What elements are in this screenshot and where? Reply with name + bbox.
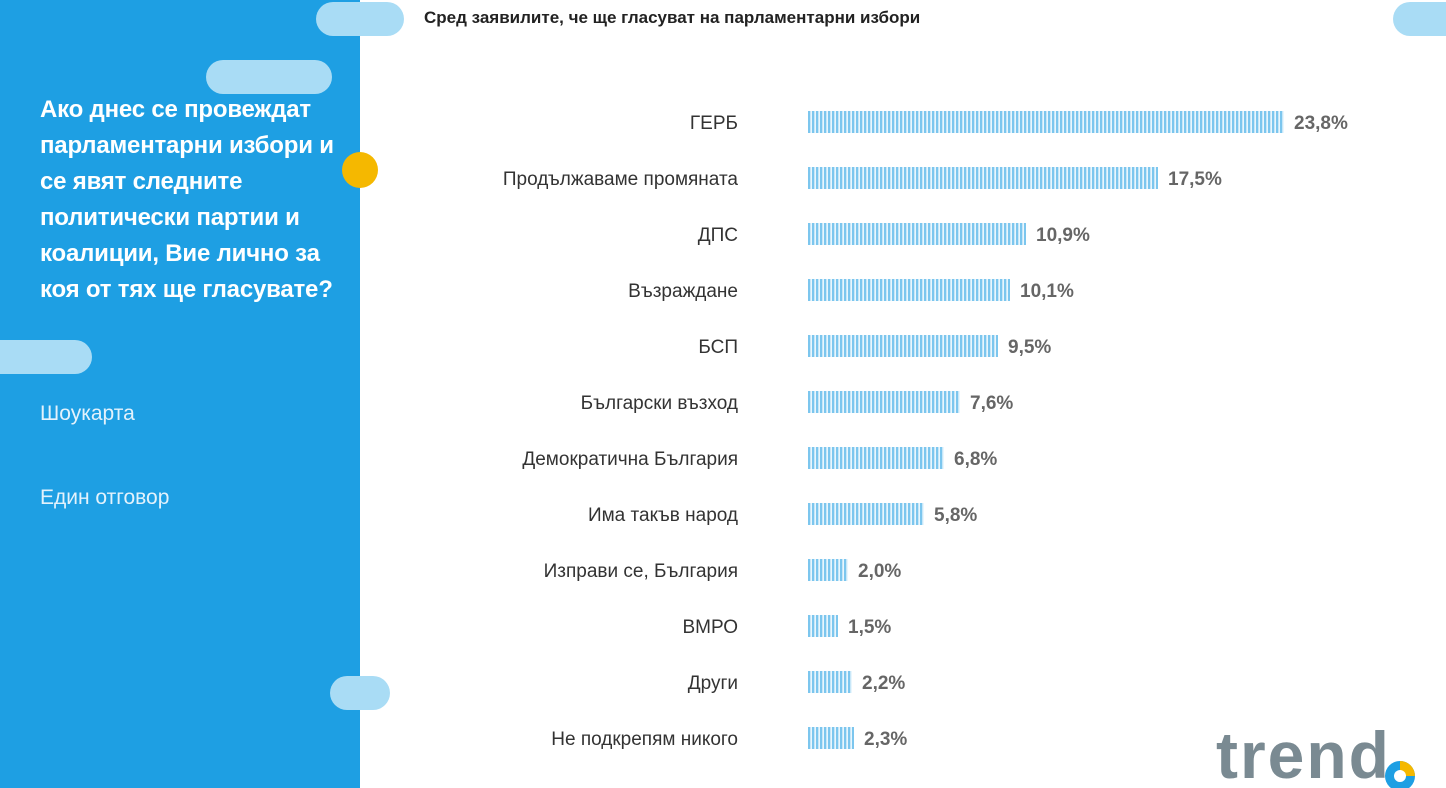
accent-dot bbox=[342, 152, 378, 188]
bars-group: ГЕРБ 23,8% Продължаваме промяната 17,5% ДПС 1… bbox=[503, 111, 1348, 750]
logo-badge-icon bbox=[1385, 761, 1415, 788]
category-label: Демократична България bbox=[522, 449, 738, 470]
value-label: 1,5% bbox=[848, 617, 891, 638]
answer-type-label: Един отговор bbox=[40, 486, 170, 509]
bar bbox=[808, 559, 848, 581]
category-label: Български възход bbox=[581, 393, 738, 414]
category-label: Други bbox=[688, 673, 738, 694]
category-label: БСП bbox=[698, 337, 738, 358]
category-label: ГЕРБ bbox=[690, 113, 738, 134]
decorative-pill bbox=[0, 340, 92, 374]
bar bbox=[808, 223, 1026, 245]
bar bbox=[808, 279, 1010, 301]
value-label: 7,6% bbox=[970, 393, 1013, 414]
question-panel: Ако днес се провеждат парламентарни избо… bbox=[0, 0, 360, 788]
value-label: 5,8% bbox=[934, 505, 977, 526]
category-label: Продължаваме промяната bbox=[503, 169, 739, 190]
decorative-pill bbox=[316, 2, 404, 36]
trend-logo: trend bbox=[1216, 718, 1391, 788]
value-label: 2,3% bbox=[864, 729, 907, 750]
bar bbox=[808, 335, 998, 357]
category-label: ВМРО bbox=[682, 617, 738, 638]
bar bbox=[808, 111, 1284, 133]
bar bbox=[808, 615, 838, 637]
bar bbox=[808, 727, 854, 749]
value-label: 6,8% bbox=[954, 449, 997, 470]
value-label: 17,5% bbox=[1168, 169, 1222, 190]
value-label: 9,5% bbox=[1008, 337, 1051, 358]
category-label: Има такъв народ bbox=[588, 505, 738, 526]
decorative-pill bbox=[1393, 2, 1446, 36]
category-label: Не подкрепям никого bbox=[551, 729, 738, 750]
bar bbox=[808, 391, 960, 413]
bar bbox=[808, 447, 944, 469]
bar bbox=[808, 503, 924, 525]
category-label: Възраждане bbox=[628, 281, 738, 302]
value-label: 2,0% bbox=[858, 561, 901, 582]
category-label: Изправи се, България bbox=[544, 561, 738, 582]
bar bbox=[808, 671, 852, 693]
value-label: 10,9% bbox=[1036, 225, 1090, 246]
decorative-pill bbox=[330, 676, 390, 710]
category-label: ДПС bbox=[698, 225, 738, 246]
value-label: 10,1% bbox=[1020, 281, 1074, 302]
value-label: 23,8% bbox=[1294, 113, 1348, 134]
decorative-pill bbox=[206, 60, 332, 94]
showcard-label: Шоукарта bbox=[40, 402, 135, 425]
bar bbox=[808, 167, 1158, 189]
value-label: 2,2% bbox=[862, 673, 905, 694]
survey-question: Ако днес се провеждат парламентарни избо… bbox=[40, 96, 334, 303]
chart-subtitle: Сред заявилите, че ще гласуват на парлам… bbox=[424, 8, 921, 27]
